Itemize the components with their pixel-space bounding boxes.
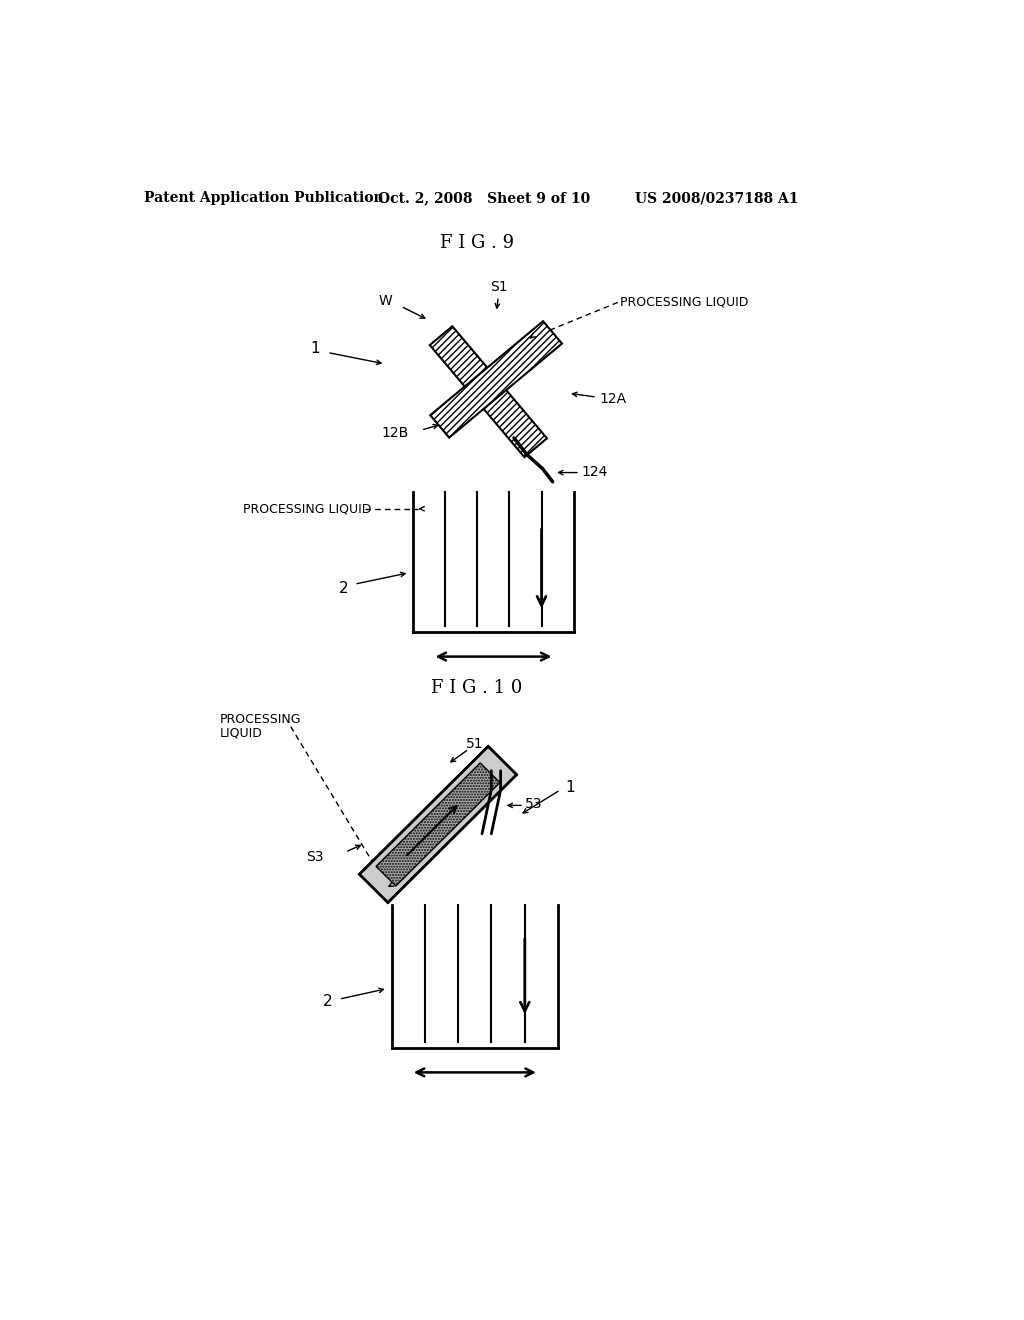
- Text: 12B: 12B: [381, 426, 409, 441]
- Text: F I G . 9: F I G . 9: [439, 234, 514, 252]
- Text: PROCESSING: PROCESSING: [219, 713, 301, 726]
- Polygon shape: [359, 746, 517, 903]
- Text: 12A: 12A: [599, 392, 627, 407]
- Text: F I G . 1 0: F I G . 1 0: [431, 680, 522, 697]
- Text: 124: 124: [582, 465, 608, 479]
- Text: PROCESSING LIQUID: PROCESSING LIQUID: [621, 296, 749, 309]
- Text: Patent Application Publication: Patent Application Publication: [143, 191, 383, 206]
- Text: 1: 1: [310, 341, 321, 356]
- Text: 53: 53: [525, 797, 543, 810]
- Text: S3: S3: [306, 850, 324, 863]
- Text: 2: 2: [339, 581, 348, 595]
- Text: 2: 2: [324, 994, 333, 1008]
- Text: S1: S1: [489, 280, 507, 294]
- Text: 1: 1: [565, 780, 574, 795]
- Polygon shape: [430, 321, 562, 438]
- Polygon shape: [430, 326, 547, 457]
- Text: W: W: [379, 294, 392, 308]
- Text: US 2008/0237188 A1: US 2008/0237188 A1: [635, 191, 799, 206]
- Text: PROCESSING LIQUID: PROCESSING LIQUID: [243, 502, 371, 515]
- Text: 51: 51: [466, 737, 484, 751]
- Text: Oct. 2, 2008   Sheet 9 of 10: Oct. 2, 2008 Sheet 9 of 10: [379, 191, 591, 206]
- Polygon shape: [376, 763, 500, 886]
- Text: LIQUID: LIQUID: [219, 726, 262, 739]
